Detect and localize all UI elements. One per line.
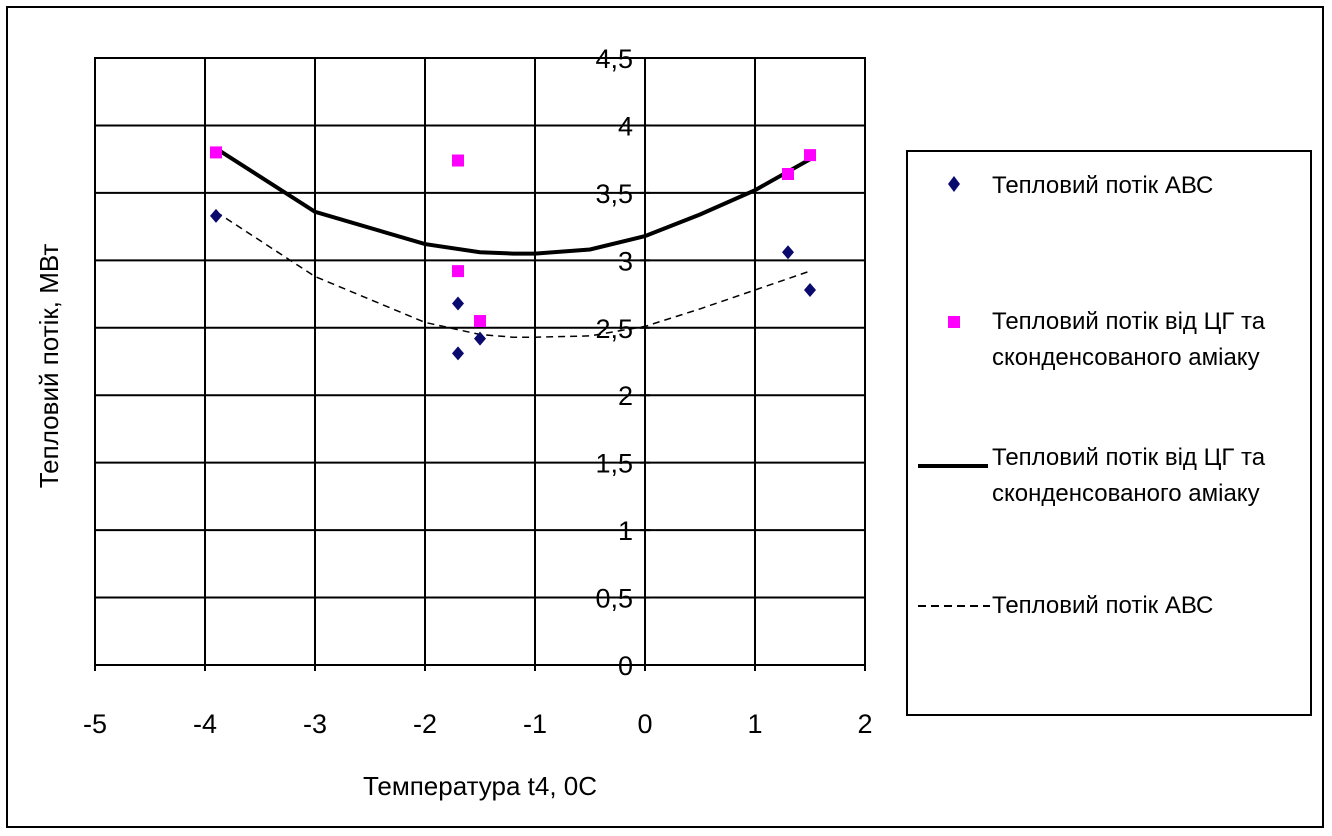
- dashed-line-icon: [918, 605, 990, 607]
- data-point-abc: [474, 331, 486, 346]
- data-point-cg: [210, 146, 222, 159]
- x-tick-label: -3: [303, 709, 327, 739]
- y-tick-label: 4,5: [595, 44, 633, 74]
- legend-label: Тепловий потік АВС: [992, 172, 1214, 199]
- data-point-abc: [452, 296, 464, 311]
- x-tick-label: -1: [523, 709, 547, 739]
- y-tick-label: 3: [618, 246, 633, 276]
- y-tick-label: 0: [618, 651, 633, 681]
- y-tick-label: 2: [618, 381, 633, 411]
- diamond-marker-icon: [948, 176, 960, 192]
- trend-line-cg: [214, 146, 811, 256]
- y-tick-label: 2,5: [595, 314, 633, 344]
- y-tick-label: 0,5: [595, 584, 633, 614]
- y-tick-label: 4: [618, 111, 633, 141]
- legend-entry-cg-trend: Тепловий потік від ЦГ та сконденсованого…: [908, 440, 1310, 520]
- solid-line-icon: [918, 464, 988, 468]
- data-point-cg: [782, 168, 794, 181]
- tick-labels: -5 -4 -3 -2 -1 0 1 2 0 0,5 1 1,5 2 2,5 3 3,5 4 4,5: [83, 44, 873, 739]
- data-points: [210, 146, 816, 361]
- data-point-abc: [210, 208, 222, 223]
- axes: [94, 57, 866, 671]
- legend: Тепловий потік АВС Тепловий потік від ЦГ…: [906, 150, 1312, 716]
- x-tick-label: 0: [637, 709, 652, 739]
- x-tick-label: -5: [83, 709, 107, 739]
- x-tick-label: 1: [747, 709, 762, 739]
- data-point-abc: [452, 346, 464, 361]
- legend-label: Тепловий потік від ЦГ та сконденсованого…: [992, 308, 1266, 371]
- legend-entry-cg-points: Тепловий потік від ЦГ та сконденсованого…: [908, 304, 1310, 384]
- x-tick-label: 2: [857, 709, 872, 739]
- data-point-abc: [782, 245, 794, 260]
- y-tick-label: 1: [618, 516, 633, 546]
- legend-label: Тепловий потік АВС: [992, 592, 1214, 619]
- grid: [94, 57, 866, 666]
- trend-line-abc: [215, 211, 811, 338]
- data-point-abc: [804, 283, 816, 298]
- x-tick-label: -4: [193, 709, 217, 739]
- trend-lines: [214, 146, 811, 338]
- data-point-cg: [452, 154, 464, 167]
- square-marker-icon: [948, 316, 960, 328]
- legend-label: Тепловий потік від ЦГ та сконденсованого…: [992, 444, 1266, 507]
- data-point-cg: [452, 265, 464, 278]
- y-tick-label: 1,5: [595, 449, 633, 479]
- legend-entry-abc-trend: Тепловий потік АВС: [908, 588, 1310, 668]
- x-axis-title: Температура t4, 0С: [363, 771, 597, 801]
- x-tick-label: -2: [413, 709, 437, 739]
- legend-entry-abc-points: Тепловий потік АВС: [908, 168, 1310, 248]
- data-point-cg: [804, 149, 816, 162]
- y-tick-label: 3,5: [595, 179, 633, 209]
- data-point-cg: [474, 315, 486, 328]
- y-axis-title: Тепловий потік, МВт: [34, 244, 64, 489]
